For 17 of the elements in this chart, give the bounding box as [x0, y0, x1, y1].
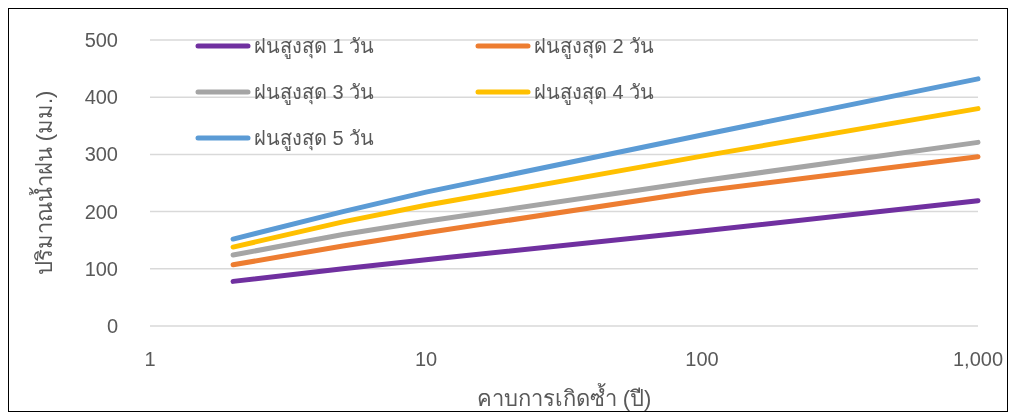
x-tick-label: 1,000	[952, 348, 1004, 370]
y-tick-label: 400	[84, 86, 118, 109]
y-tick-label: 200	[84, 200, 118, 223]
y-tick-label: 500	[84, 29, 118, 51]
y-axis-title: ปริมาณน้ำฝน (มม.)	[29, 90, 57, 276]
x-tick-label: 1	[144, 348, 156, 370]
legend-label: ฝนสูงสุด 3 วัน	[254, 81, 375, 105]
legend-label: ฝนสูงสุด 2 วัน	[534, 35, 655, 59]
y-tick-label: 100	[84, 257, 118, 280]
legend-label: ฝนสูงสุด 4 วัน	[534, 81, 655, 105]
legend-label: ฝนสูงสุด 1 วัน	[254, 35, 375, 59]
x-axis-title: คาบการเกิดซ้ำ (ปี)	[476, 383, 652, 411]
x-tick-label: 10	[414, 348, 438, 370]
y-tick-label: 0	[106, 315, 118, 337]
x-tick-label: 100	[685, 348, 719, 370]
y-tick-label: 300	[84, 143, 118, 166]
legend-label: ฝนสูงสุด 5 วัน	[254, 127, 375, 151]
